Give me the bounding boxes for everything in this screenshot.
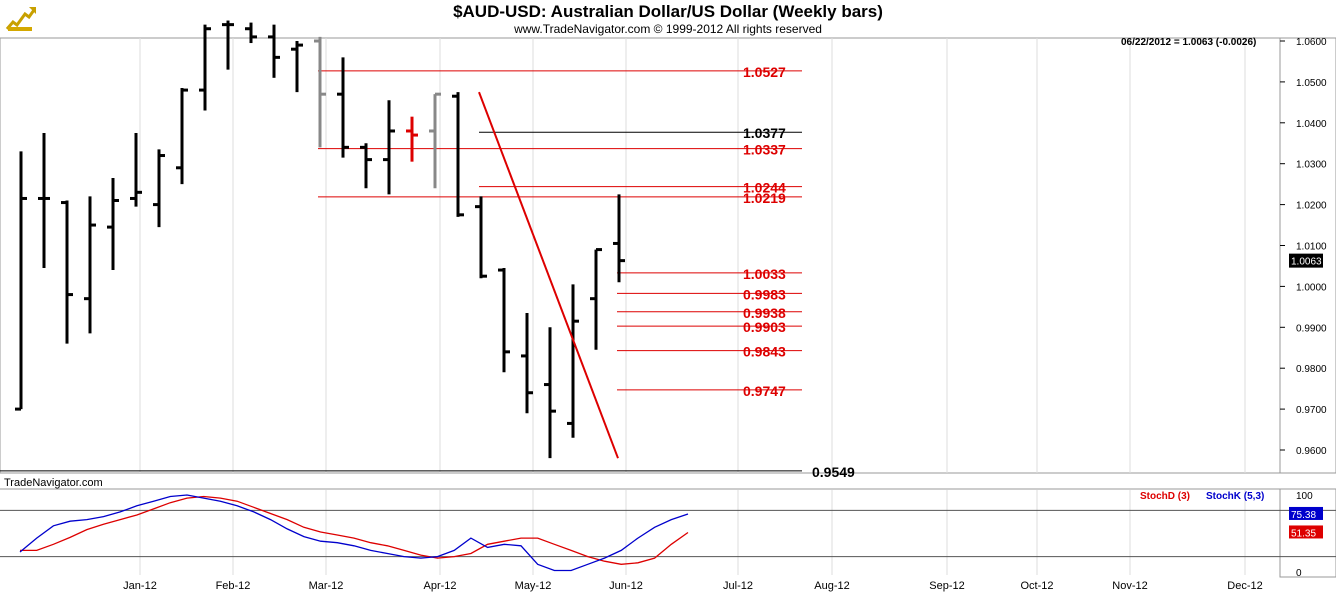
price-tick-label: 0.9900 — [1296, 323, 1327, 334]
month-tick-label: Jun-12 — [609, 580, 643, 592]
date-axis: Jan-12 Feb-12 Mar-12 Apr-12 May-12 Jun-12 Jul-… — [123, 580, 1263, 592]
down-trendline — [478, 91, 619, 459]
month-tick-label: Oct-12 — [1020, 580, 1053, 592]
stoch-d-legend: StochD (3) — [1140, 491, 1190, 502]
chart-subtitle: www.TradeNavigator.com © 1999-2012 All r… — [514, 22, 822, 36]
month-tick-label: Dec-12 — [1227, 580, 1262, 592]
chart-title: $AUD-USD: Australian Dollar/US Dollar (W… — [453, 2, 883, 21]
level-label: 1.0337 — [743, 142, 786, 158]
level-label: 0.9903 — [743, 319, 786, 335]
level-label: 0.9938 — [743, 305, 786, 321]
level-label: 0.9843 — [743, 344, 786, 360]
month-tick-label: Feb-12 — [216, 580, 251, 592]
price-tick-label: 1.0300 — [1296, 160, 1327, 171]
last-price-label: 1.0063 — [1291, 257, 1322, 268]
level-label: 1.0527 — [743, 64, 786, 80]
price-axis: 1.0600 1.0500 1.0400 1.0300 1.0200 1.0100 1.00… — [1280, 37, 1327, 457]
price-tick-label: 1.0000 — [1296, 282, 1327, 293]
month-tick-label: Sep-12 — [929, 580, 964, 592]
ohlc-bars — [15, 20, 625, 459]
stoch-tick-label: 0 — [1296, 568, 1302, 579]
stoch-tick-label: 100 — [1296, 491, 1313, 502]
price-tick-label: 1.0500 — [1296, 78, 1327, 89]
brand-label: TradeNavigator.com — [4, 477, 103, 489]
price-tick-label: 1.0400 — [1296, 119, 1327, 130]
stoch-k-legend: StochK (5,3) — [1206, 491, 1265, 502]
level-label: 1.0033 — [743, 266, 786, 282]
stoch-k-last-label: 75.38 — [1291, 510, 1316, 521]
level-label: 1.0219 — [743, 190, 786, 206]
month-tick-label: Apr-12 — [423, 580, 456, 592]
stoch-k-last-box — [1289, 506, 1323, 520]
stoch-line — [20, 495, 689, 565]
level-label: 0.9549 — [812, 464, 855, 480]
price-panel-frame — [0, 37, 1281, 474]
last-close-readout: 06/22/2012 = 1.0063 (-0.0026) — [1121, 37, 1257, 48]
price-tick-label: 0.9700 — [1296, 405, 1327, 416]
price-tick-label: 1.0600 — [1296, 37, 1327, 48]
price-tick-label: 0.9800 — [1296, 364, 1327, 375]
stoch-d-last-box — [1289, 525, 1323, 539]
level-label: 0.9983 — [743, 286, 786, 302]
trendline-overlay — [478, 91, 619, 459]
month-tick-label: May-12 — [515, 580, 552, 592]
last-price-box — [1289, 253, 1323, 268]
price-tick-label: 1.0200 — [1296, 201, 1327, 212]
level-label: 0.9747 — [743, 383, 786, 399]
level-label: 1.0377 — [743, 125, 786, 141]
grid-lines — [0, 37, 1336, 575]
price-tick-label: 1.0100 — [1296, 242, 1327, 253]
chart-header: $AUD-USD: Australian Dollar/US Dollar (W… — [0, 0, 1336, 38]
stochastic-panel: 100 0 75.38 51.35 — [0, 488, 1336, 579]
stoch-line — [19, 494, 689, 572]
month-tick-label: Jul-12 — [723, 580, 753, 592]
month-tick-label: Jan-12 — [123, 580, 157, 592]
level-label: 1.0244 — [743, 180, 786, 196]
stoch-d-last-label: 51.35 — [1291, 528, 1316, 539]
month-tick-label: Aug-12 — [814, 580, 849, 592]
trade-navigator-logo-icon — [3, 2, 37, 34]
month-tick-label: Nov-12 — [1112, 580, 1147, 592]
price-tick-label: 0.9600 — [1296, 446, 1327, 457]
month-tick-label: Mar-12 — [309, 580, 344, 592]
